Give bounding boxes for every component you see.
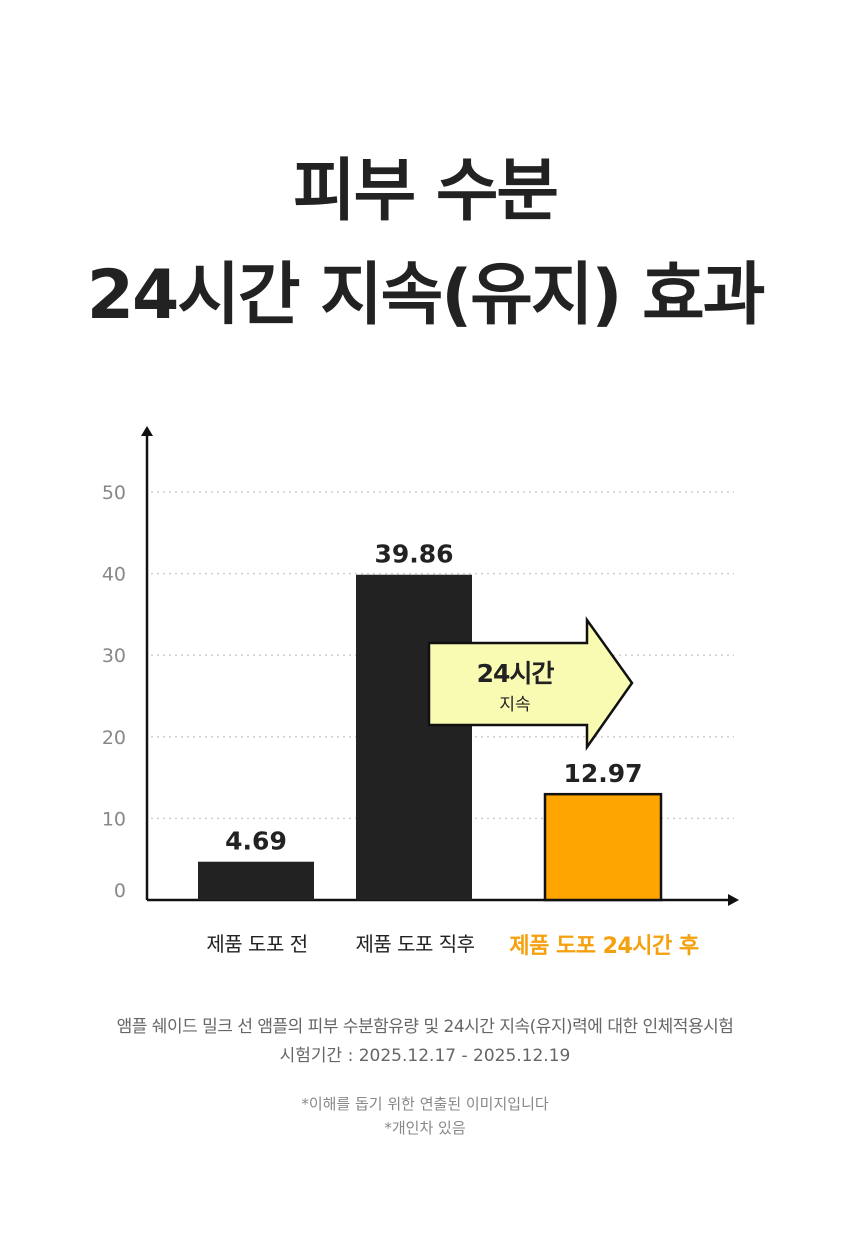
footnote-study-period: 시험기간 : 2025.12.17 - 2025.12.19 [279,1046,571,1066]
y-tick-label: 50 [102,482,126,504]
annotation-line1: 24시간 [476,659,555,688]
footnote-individual-difference: *개인차 있음 [384,1119,466,1137]
x-category-24h-after: 제품 도포 24시간 후 [509,934,699,959]
bar-value-label: 4.69 [225,827,287,856]
x-axis-arrowhead [728,894,739,906]
bar [543,792,663,902]
page-title-line1: 피부 수분 [293,152,559,231]
y-tick-label: 30 [102,645,126,667]
bar [198,861,314,900]
x-category-immediately-after: 제품 도포 직후 [355,932,475,956]
page-title-line2: 24시간 지속(유지) 효과 [86,256,766,335]
footnote-illustration-note: *이해를 돕기 위한 연출된 이미지입니다 [301,1095,549,1113]
bar-value-label: 39.86 [374,540,453,569]
annotation-line2: 지속 [499,695,531,715]
bar-value-label: 12.97 [563,759,642,788]
y-tick-label: 10 [102,808,126,830]
y-tick-label: 0 [114,880,126,902]
bar [356,574,472,900]
y-tick-label: 20 [102,727,126,749]
y-tick-label: 40 [102,564,126,586]
annotation-arrow [427,616,634,751]
footnote-study-description: 앰플 쉐이드 밀크 선 앰플의 피부 수분함유량 및 24시간 지속(유지)력에… [116,1017,734,1037]
y-axis-arrowhead [141,426,153,436]
x-category-before: 제품 도포 전 [206,932,308,956]
